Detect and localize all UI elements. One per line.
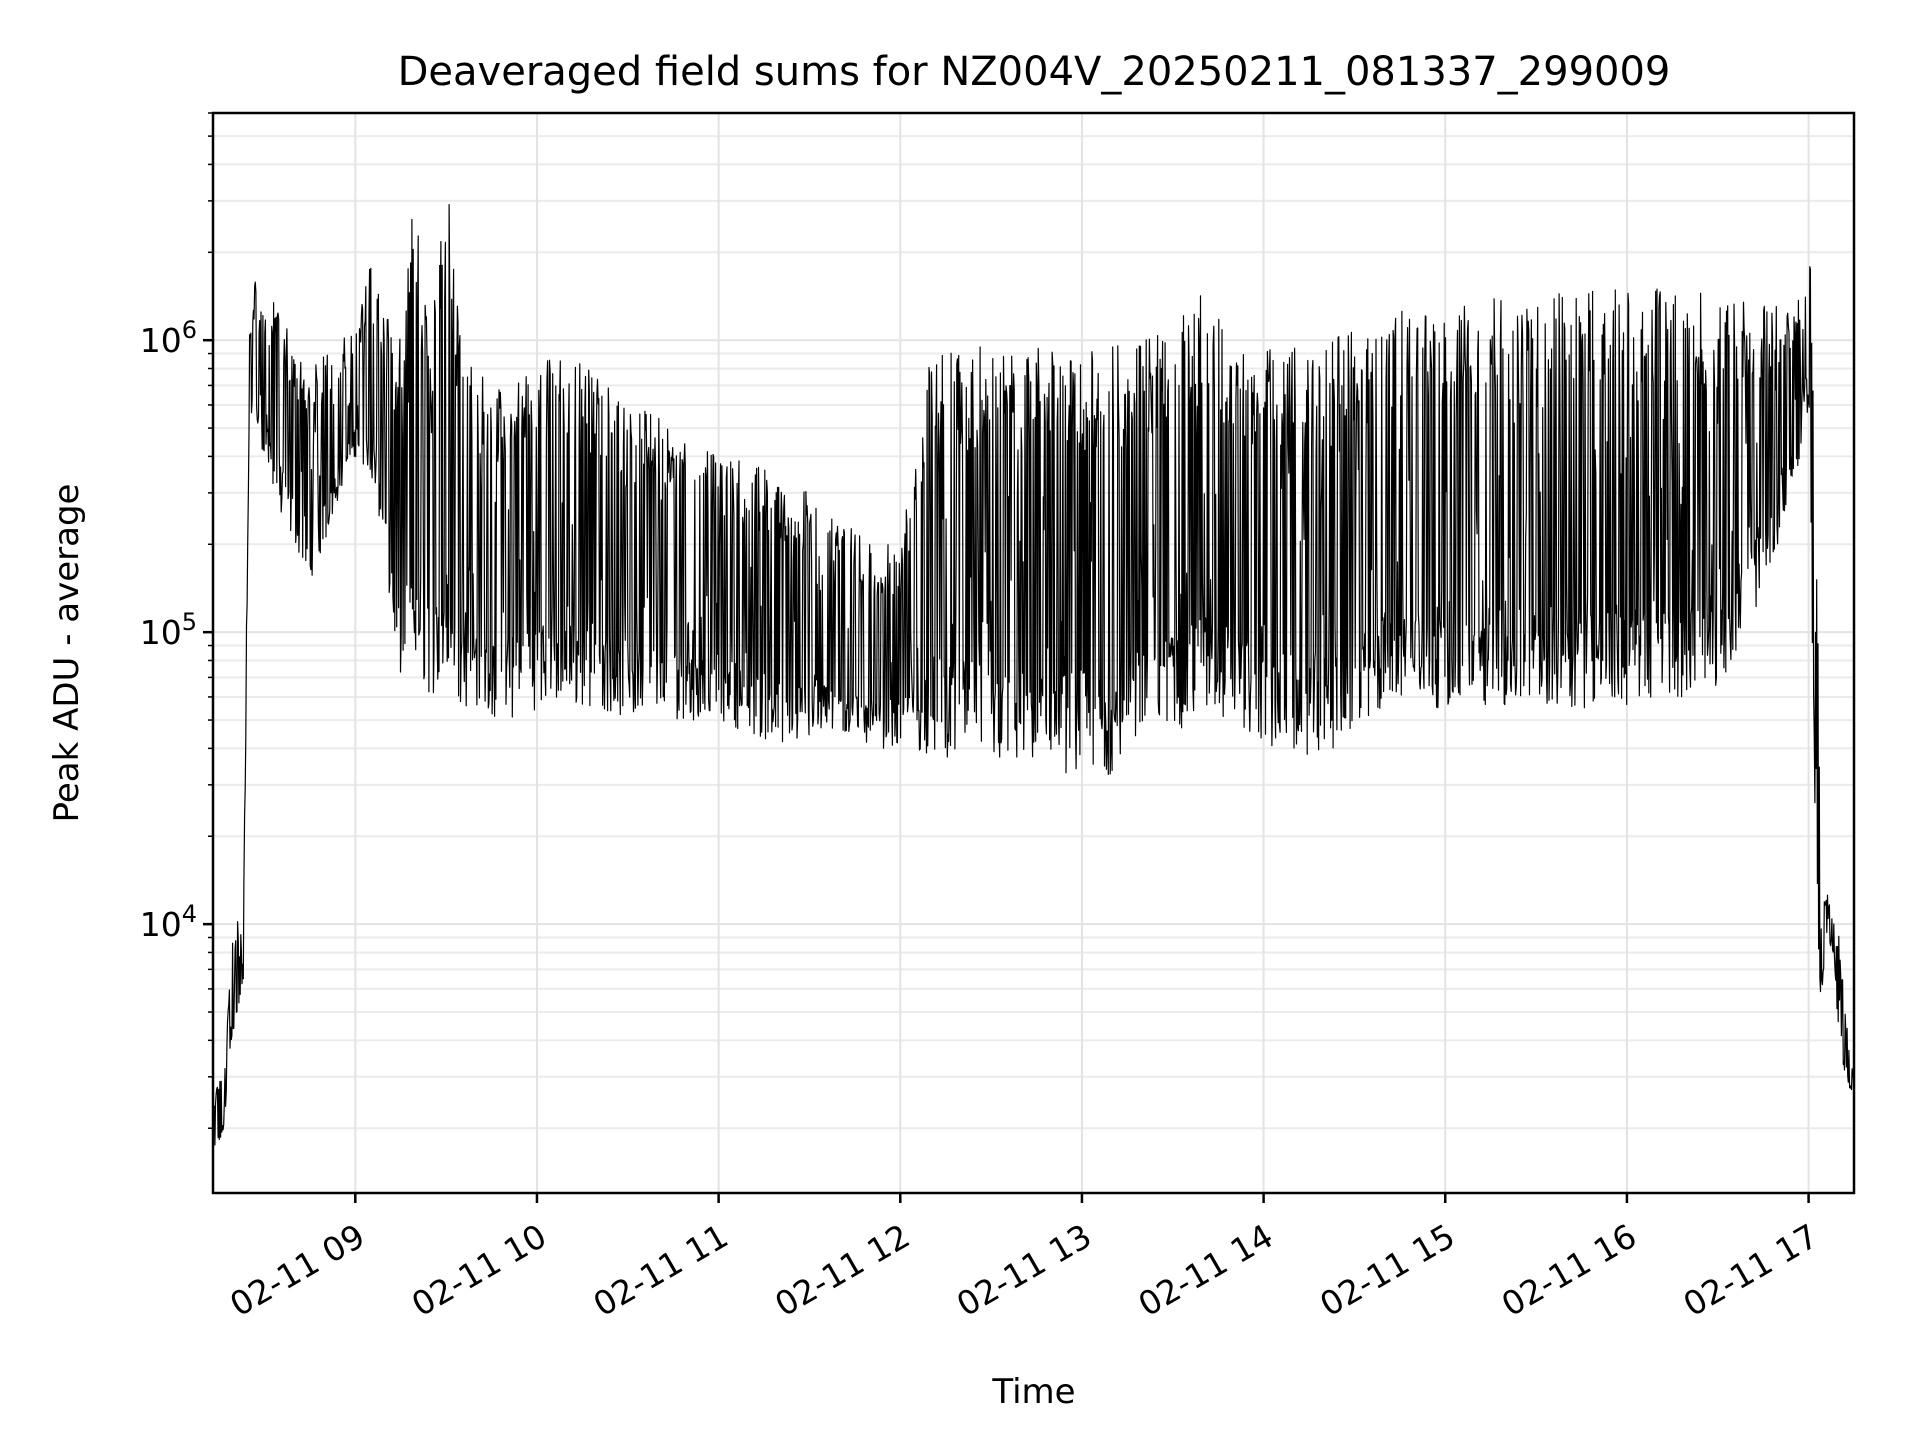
y-tick-label: 105	[140, 608, 197, 652]
x-axis-label: Time	[991, 1372, 1075, 1412]
series-line	[213, 204, 1854, 1146]
y-tick-label: 106	[140, 316, 197, 360]
series-group	[213, 204, 1854, 1146]
plot-area	[213, 204, 1854, 1146]
y-tick-label: 104	[140, 900, 197, 944]
y-axis-label: Peak ADU - average	[47, 484, 87, 823]
y-axis-ticks: 104 105 106	[140, 112, 213, 1129]
plot-frame	[211, 111, 1856, 1195]
chart-title: Deaveraged field sums for NZ004V_2025021…	[398, 49, 1671, 95]
